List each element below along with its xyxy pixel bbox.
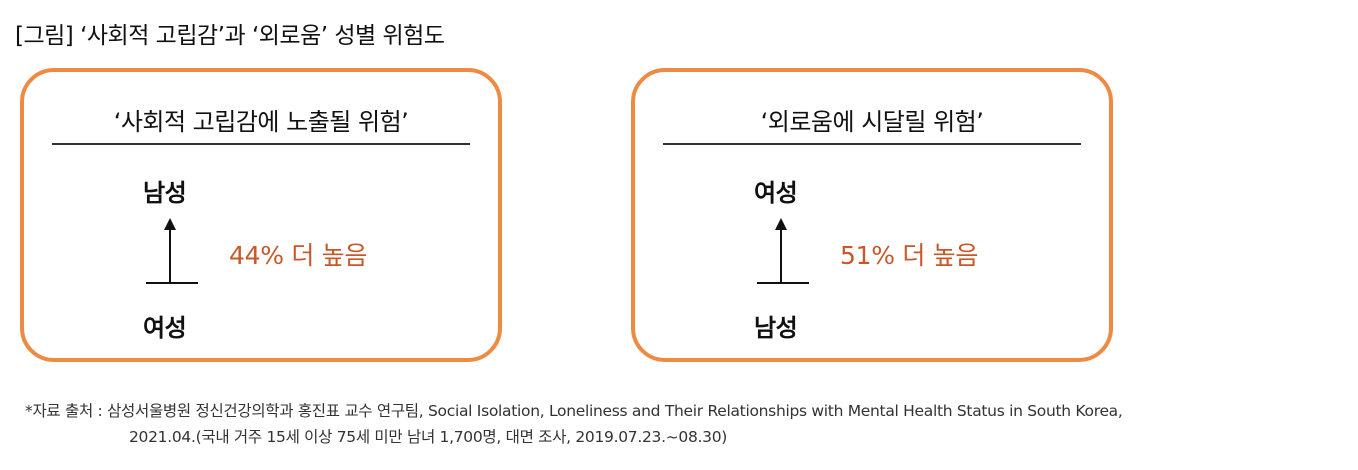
source-line-1: *자료 출처 : 삼성서울병원 정신건강의학과 홍진표 교수 연구팀, Soci…: [25, 402, 1123, 420]
arrow-shaft: [780, 224, 782, 282]
arrow-shaft: [169, 224, 171, 282]
social-isolation-card: ‘사회적 고립감에 노출될 위험’ 남성 44% 더 높음 여성: [20, 68, 502, 362]
heading-divider: [663, 143, 1081, 145]
comparison-baseline: [146, 282, 198, 284]
card-heading: ‘외로움에 시달릴 위험’: [760, 108, 984, 136]
figure-title: [그림] ‘사회적 고립감’과 ‘외로움’ 성별 위험도: [15, 23, 445, 49]
source-line-2: 2021.04.(국내 거주 15세 이상 75세 미만 남녀 1,700명, …: [129, 428, 728, 446]
risk-increase-text: 44% 더 높음: [229, 241, 368, 270]
higher-risk-group-label: 남성: [143, 179, 187, 207]
risk-increase-text: 51% 더 높음: [840, 241, 979, 270]
lower-risk-group-label: 남성: [754, 314, 798, 342]
heading-divider: [52, 143, 470, 145]
comparison-baseline: [757, 282, 809, 284]
card-heading: ‘사회적 고립감에 노출될 위험’: [113, 108, 409, 136]
loneliness-card: ‘외로움에 시달릴 위험’ 여성 51% 더 높음 남성: [631, 68, 1113, 362]
source-note: *자료 출처 : 삼성서울병원 정신건강의학과 홍진표 교수 연구팀, Soci…: [25, 398, 1123, 450]
lower-risk-group-label: 여성: [143, 314, 187, 342]
higher-risk-group-label: 여성: [754, 179, 798, 207]
